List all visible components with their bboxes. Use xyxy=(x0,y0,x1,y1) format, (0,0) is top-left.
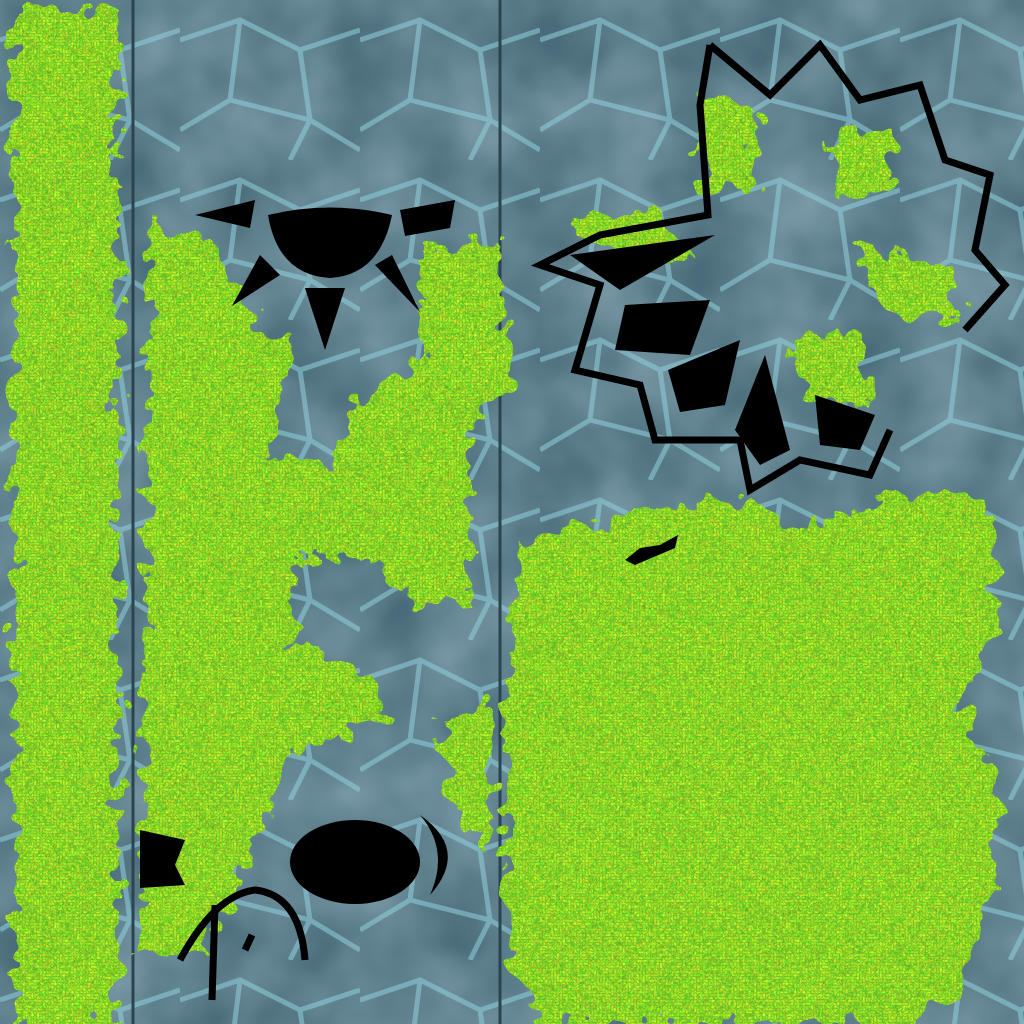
glyphs xyxy=(140,200,875,904)
moss-strip xyxy=(14,10,118,1024)
mark xyxy=(625,535,678,565)
stroke xyxy=(241,933,256,952)
shard xyxy=(735,355,790,465)
zigzag xyxy=(530,44,894,496)
shard xyxy=(570,235,715,290)
crescent xyxy=(420,815,448,895)
ray xyxy=(305,288,345,350)
ray xyxy=(232,255,280,306)
shard xyxy=(668,340,740,412)
outlines xyxy=(176,39,1010,1001)
ray xyxy=(195,200,255,228)
moss-patch xyxy=(790,330,870,410)
moss xyxy=(14,10,1000,1024)
stroke xyxy=(208,904,219,1001)
shard xyxy=(615,300,710,355)
moss-patch xyxy=(850,240,960,320)
arc xyxy=(176,886,309,962)
moss-patch xyxy=(505,490,1000,1024)
ray xyxy=(375,255,420,312)
moss-patch xyxy=(830,130,900,200)
moss-patch xyxy=(440,700,495,860)
ellipse xyxy=(290,820,420,904)
mark xyxy=(140,830,185,888)
ray xyxy=(400,200,455,236)
shard xyxy=(815,395,875,450)
zigzag xyxy=(707,39,1010,333)
moss-patch xyxy=(700,90,760,190)
moss-patch xyxy=(140,220,510,950)
sun xyxy=(268,207,392,278)
